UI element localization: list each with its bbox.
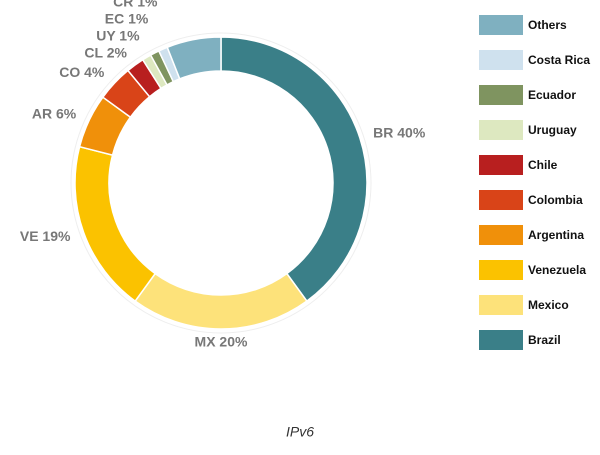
legend-label: Uruguay: [528, 123, 577, 137]
legend-swatch: [479, 15, 523, 35]
legend-swatch: [479, 120, 523, 140]
legend-label: Others: [528, 18, 567, 32]
legend-swatch: [479, 85, 523, 105]
legend-label: Argentina: [528, 228, 584, 242]
slice-label: CO 4%: [59, 64, 105, 80]
legend-label: Mexico: [528, 298, 569, 312]
slice-label: AR 6%: [32, 106, 77, 122]
slice-label: MX 20%: [195, 334, 248, 350]
legend-label: Venezuela: [528, 263, 586, 277]
outer-ring: [70, 32, 372, 334]
slice-label: CL 2%: [84, 44, 127, 60]
slice-label: VE 19%: [20, 228, 71, 244]
legend-swatch: [479, 295, 523, 315]
legend-label: Chile: [528, 158, 558, 172]
legend-label: Ecuador: [528, 88, 576, 102]
slice-label: EC 1%: [105, 10, 149, 26]
legend-swatch: [479, 330, 523, 350]
slice: [220, 36, 368, 303]
slice: [166, 36, 222, 80]
legend-swatch: [479, 190, 523, 210]
legend-swatch: [479, 155, 523, 175]
slice-label: UY 1%: [96, 27, 140, 43]
slice-label: CR 1%: [113, 0, 158, 9]
slice-label: BR 40%: [373, 124, 426, 140]
legend-swatch: [479, 225, 523, 245]
legend-label: Brazil: [528, 333, 561, 347]
legend-swatch: [479, 260, 523, 280]
legend-label: Costa Rica: [528, 53, 590, 67]
slice: [74, 145, 157, 303]
legend-swatch: [479, 50, 523, 70]
legend-label: Colombia: [528, 193, 583, 207]
caption: IPv6: [286, 424, 314, 440]
